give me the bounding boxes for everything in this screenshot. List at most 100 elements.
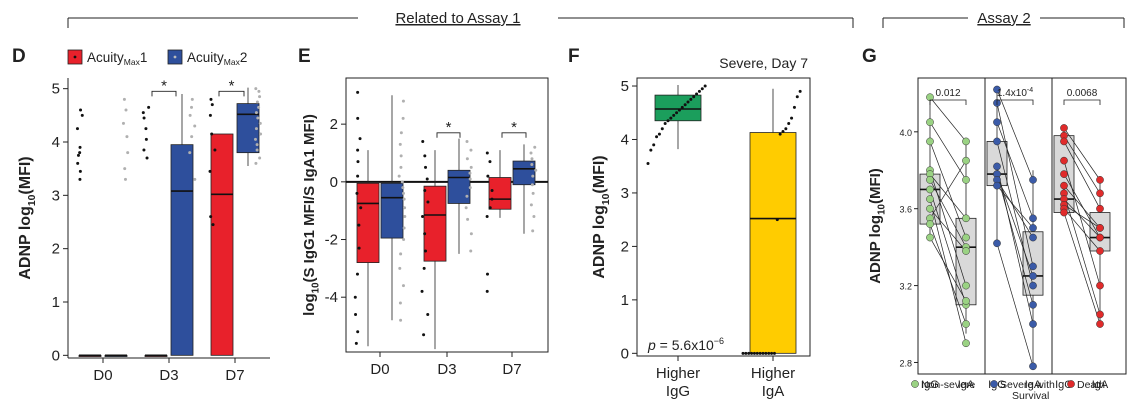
g-point-iga — [962, 297, 970, 305]
g-point-iga — [1029, 272, 1037, 280]
d-AcuityMax1-point — [78, 169, 82, 173]
g-point-iga — [1096, 233, 1104, 242]
g-point-iga — [1029, 233, 1037, 242]
f-point — [798, 89, 802, 93]
legend-label: Severe with — [1000, 379, 1055, 391]
y-tick-label: 0 — [621, 345, 629, 362]
e-AcuityMax2-point — [531, 229, 535, 233]
f-point — [703, 84, 707, 88]
significance-star: * — [511, 119, 517, 136]
e-AcuityMax1-point — [354, 341, 358, 345]
f-point — [755, 351, 759, 355]
d-AcuityMax2-point — [257, 89, 261, 93]
x-tick-label: IgA — [1025, 379, 1042, 391]
f-point — [795, 95, 799, 99]
significance-bracket — [436, 132, 461, 138]
significance-star: * — [161, 77, 167, 94]
e-AcuityMax2-point — [403, 214, 407, 218]
g-point-iga — [1096, 189, 1104, 198]
pair-line — [996, 102, 1034, 267]
g-point-igg — [1060, 208, 1068, 217]
y-tick-label: -2 — [325, 232, 338, 249]
y-tick-label: 3 — [621, 185, 629, 202]
x-tick-label-line1: Higher — [751, 365, 795, 382]
d-AcuityMax1-point — [76, 153, 80, 157]
e-AcuityMax2-point — [530, 157, 534, 161]
e-AcuityMax2-point — [465, 157, 469, 161]
g-point-iga — [962, 281, 970, 290]
d-AcuityMax2-point — [124, 108, 128, 112]
f-point — [747, 351, 751, 355]
g-point-igg — [926, 233, 934, 242]
d-AcuityMax2-point — [255, 148, 259, 152]
e-AcuityMax1-point — [426, 313, 430, 317]
f-point — [683, 103, 687, 107]
e-AcuityMax1-point — [355, 191, 359, 195]
e-AcuityMax1-point — [485, 151, 489, 155]
header-assay2-bracket: Assay 2 — [882, 8, 1125, 28]
f-point — [697, 89, 701, 93]
e-AcuityMax1-box — [356, 182, 380, 263]
f-point — [750, 351, 754, 355]
f-point — [689, 97, 693, 101]
e-AcuityMax2-point — [402, 197, 406, 201]
e-AcuityMax2-point — [531, 191, 535, 195]
e-AcuityMax1-point — [356, 148, 360, 152]
f-point — [686, 100, 690, 104]
g-pvalue-bracket — [1063, 99, 1101, 105]
f-point — [772, 351, 776, 355]
pair-line — [996, 89, 1034, 180]
f-point — [775, 218, 779, 222]
d-AcuityMax2-point — [258, 95, 262, 99]
e-AcuityMax2-point — [530, 163, 534, 167]
e-AcuityMax1-point — [423, 188, 427, 192]
f-point — [792, 105, 796, 109]
e-AcuityMax2-point — [531, 174, 535, 178]
y-axis-label: ADNP log10(MFI) — [867, 168, 888, 284]
d-AcuityMax1-point — [210, 103, 214, 107]
e-AcuityMax2-point — [466, 217, 470, 221]
e-AcuityMax2-point — [402, 226, 406, 230]
d-AcuityMax2-point — [190, 97, 194, 101]
f-point — [752, 351, 756, 355]
d-AcuityMax2-point — [190, 105, 194, 109]
pair-line — [996, 174, 1034, 305]
d-AcuityMax2-point — [123, 177, 127, 181]
pair-line — [929, 237, 967, 302]
d-AcuityMax1-point — [76, 161, 80, 165]
e-AcuityMax2-point — [400, 180, 404, 184]
d-AcuityMax1-point — [213, 148, 217, 152]
pair-line — [1063, 204, 1101, 229]
panel-letter-e: E — [298, 46, 311, 67]
e-AcuityMax1-point — [485, 272, 489, 276]
g-point-iga — [962, 176, 970, 184]
f-point — [741, 351, 745, 355]
pair-line — [929, 96, 967, 142]
e-AcuityMax1-point — [358, 137, 362, 141]
f-point — [672, 113, 676, 117]
legend-label-acuity1: AcuityMax1 — [87, 50, 147, 67]
e-AcuityMax1-point — [357, 223, 361, 227]
e-AcuityMax2-point — [469, 148, 473, 152]
panel-letter-f: F — [568, 46, 580, 67]
e-AcuityMax2-point — [469, 249, 473, 253]
panel-f-title: Severe, Day 7 — [719, 55, 808, 71]
y-tick-label: 3 — [52, 187, 60, 204]
f-point — [652, 143, 656, 147]
d-AcuityMax2-box — [236, 103, 260, 154]
g-point-igg — [926, 176, 934, 184]
e-AcuityMax1-point — [356, 174, 360, 178]
panel-letter-g: G — [862, 46, 877, 67]
g-point-iga — [1029, 176, 1037, 184]
pair-line — [996, 243, 1034, 367]
e-AcuityMax2-point — [465, 194, 469, 198]
header-assay1: Related to Assay 1 — [395, 10, 520, 27]
f-point — [680, 105, 684, 109]
x-tick-label: D0 — [370, 361, 389, 378]
y-axis-label: ADNP log10(MFI) — [591, 155, 612, 278]
g-point-iga — [1096, 320, 1104, 328]
g-point-iga — [1029, 262, 1037, 271]
e-AcuityMax2-point — [468, 186, 472, 190]
d-AcuityMax1-point — [144, 137, 148, 141]
d-AcuityMax1-point — [208, 169, 212, 173]
